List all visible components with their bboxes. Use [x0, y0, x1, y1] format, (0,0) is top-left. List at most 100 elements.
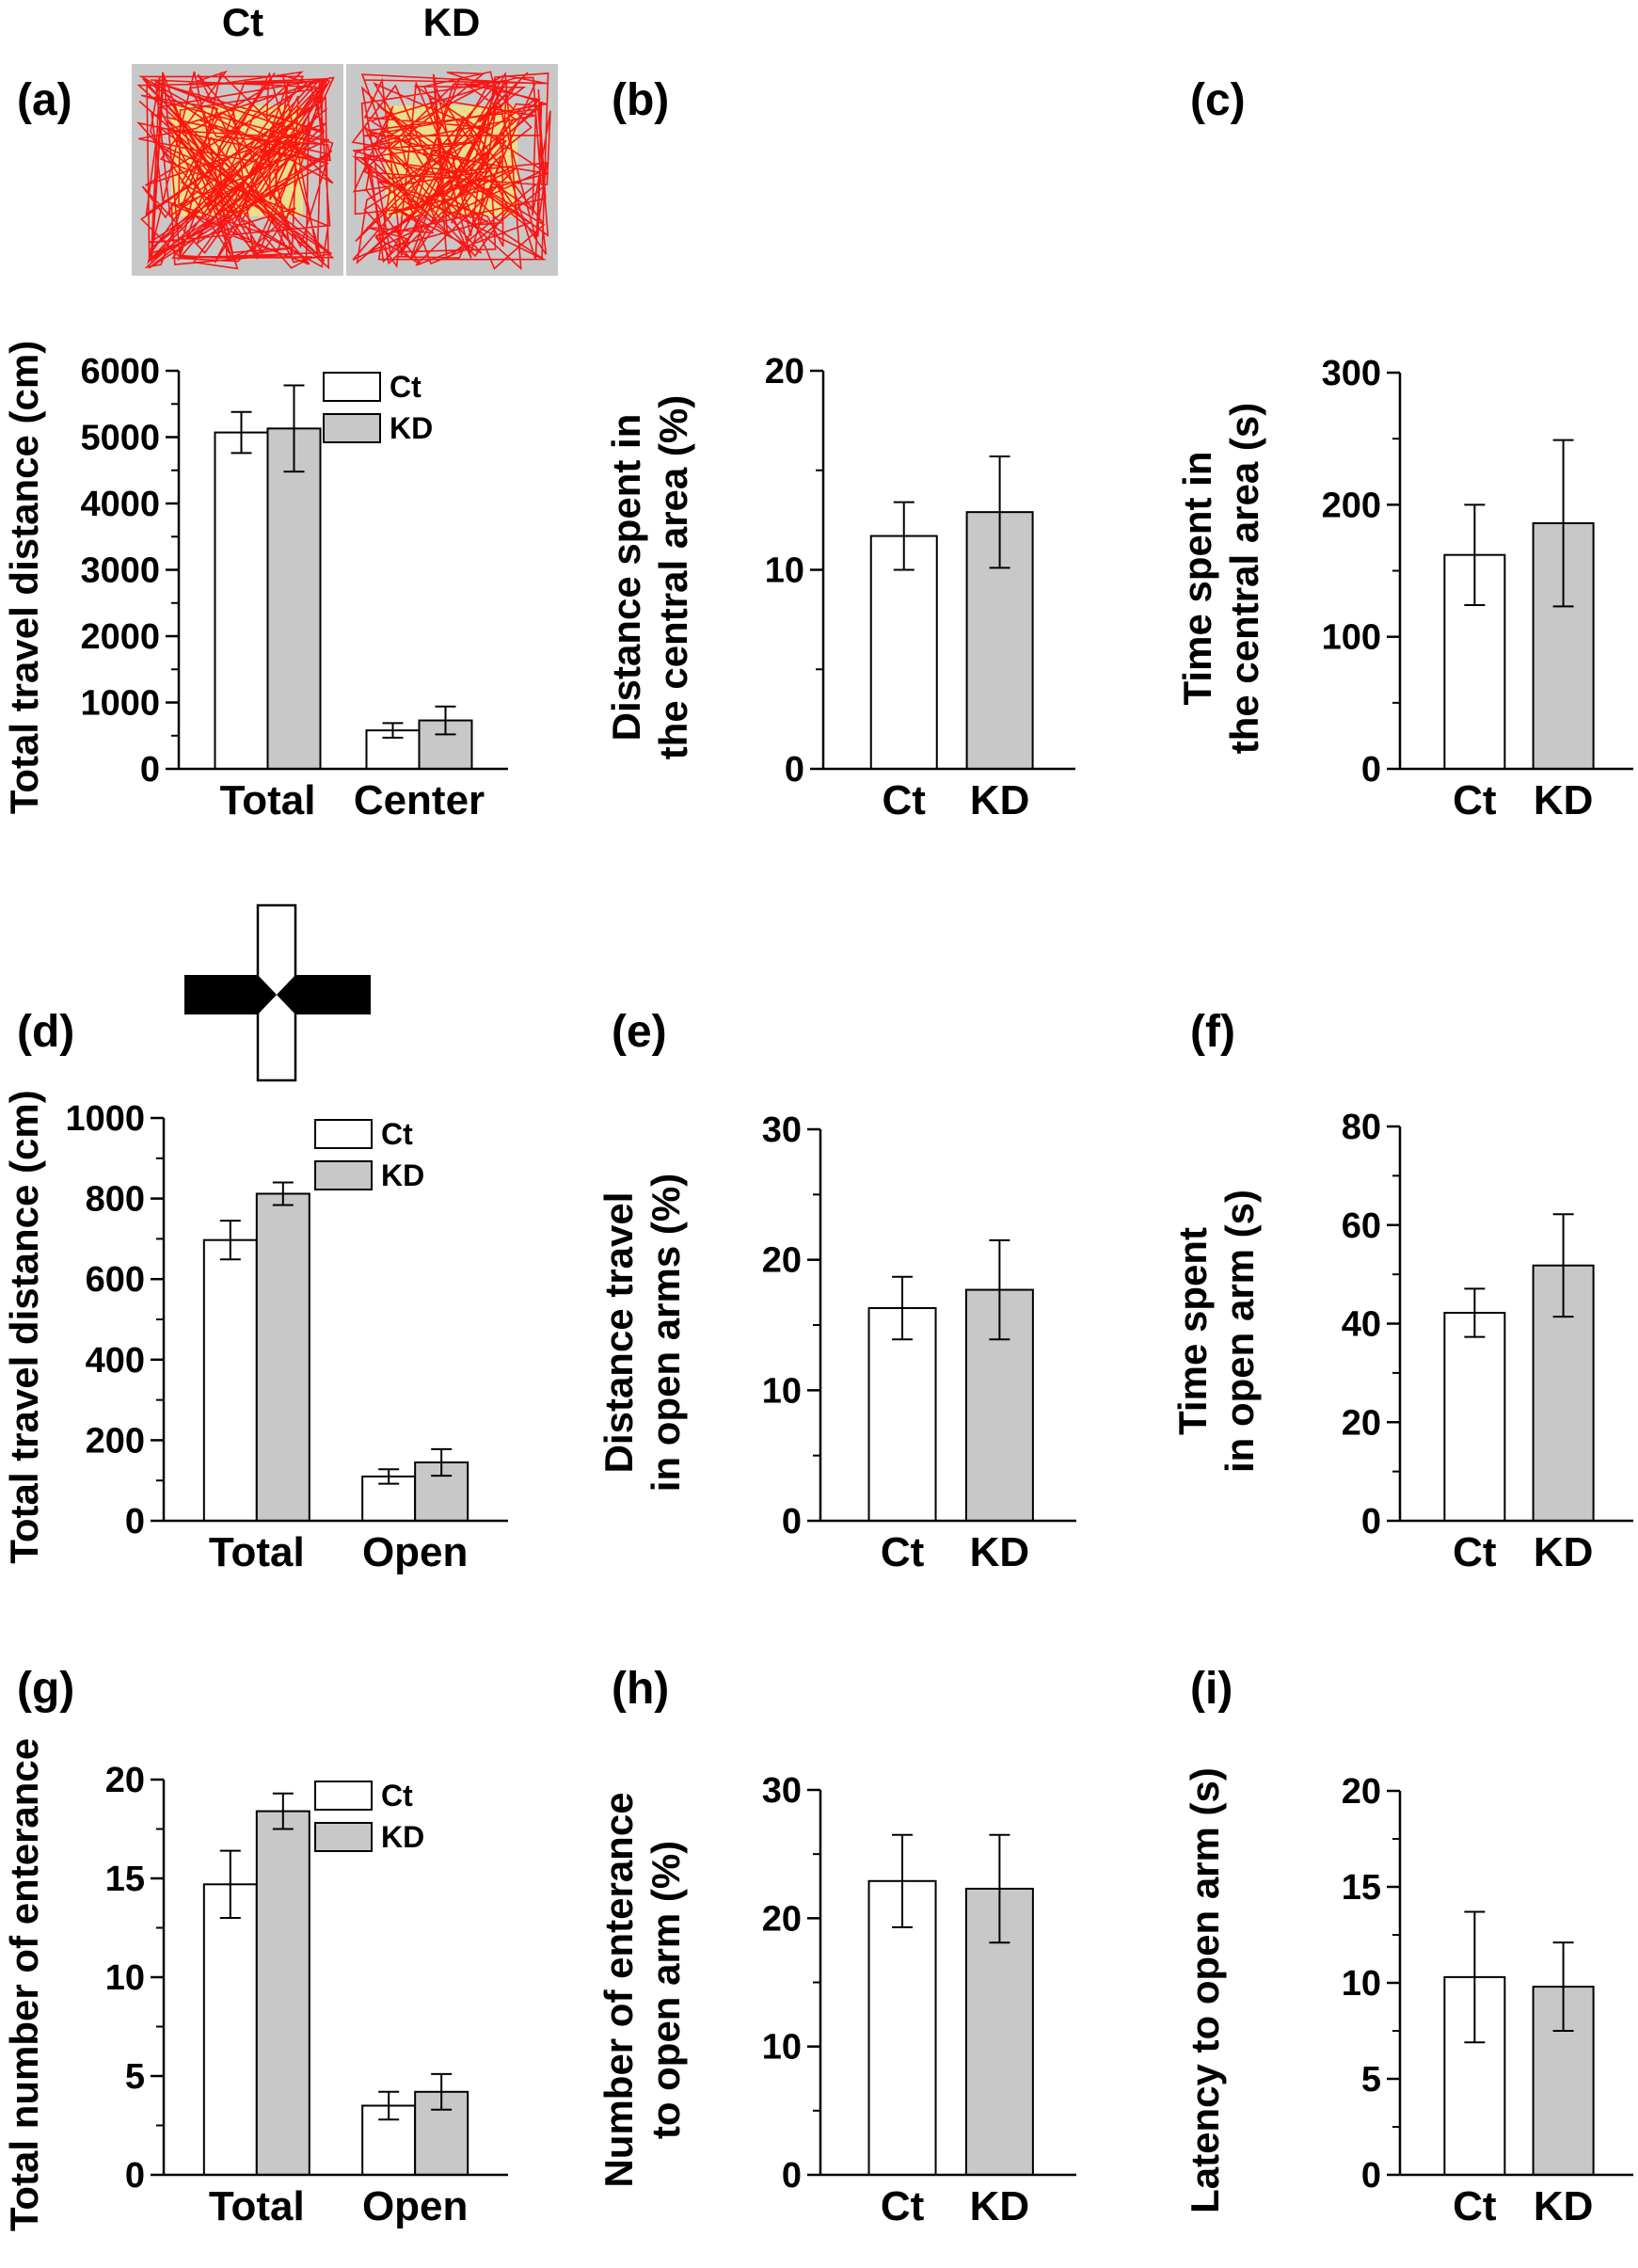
y-axis-title-line: Time spent — [1170, 1227, 1215, 1435]
y-tick-label: 20 — [105, 1761, 145, 1800]
chart-panel-5: (e) Ct KD 0 10 20 30 Distance travelin open arm… — [596, 1007, 1076, 1575]
y-axis-title-line: Latency to open arm (s) — [1183, 1767, 1227, 2213]
legend-label: KD — [381, 1158, 424, 1192]
chart-panel-2: (b) Ct KD 0 10 20 Distance spent inthe central… — [604, 75, 1075, 823]
y-tick-label: 0 — [782, 1502, 802, 1541]
legend-swatch-ct — [323, 372, 381, 402]
y-axis-title: Number of enteranceto open arm (%) — [596, 1792, 688, 2187]
y-tick-label: 0 — [1361, 1502, 1381, 1541]
y-tick-label: 5 — [1361, 2060, 1381, 2100]
bar-ct — [867, 1879, 937, 2176]
legend-swatch-kd — [323, 413, 381, 443]
legend-label: Ct — [390, 370, 421, 404]
bar-kd-total — [255, 1810, 310, 2176]
y-tick-label: 2000 — [80, 617, 160, 657]
y-axis-title: Total travel distance (cm) — [2, 341, 46, 814]
category-label: KD — [1534, 1529, 1594, 1575]
legend-label: Ct — [381, 1779, 413, 1813]
bar-kd-total — [255, 1192, 310, 1522]
chart-panel-8: (h) Ct KD 0 10 20 30 Number of enteranceto open… — [596, 1664, 1076, 2229]
movement-trace — [351, 71, 551, 271]
panel-label: (h) — [612, 1664, 669, 1714]
legend-swatch-ct — [314, 1781, 374, 1811]
panel-label: (f) — [1190, 1007, 1235, 1057]
y-tick-label: 20 — [1342, 1403, 1381, 1443]
panel-label: (d) — [17, 1007, 74, 1057]
y-tick-label: 10 — [1342, 1964, 1381, 2004]
bar-ct-total — [202, 1883, 258, 2177]
y-axis-title: Distance travelin open arms (%) — [596, 1174, 688, 1492]
chart-panel-7: (g) Total Open 0 5 10 15 20 Total number of ente… — [2, 1664, 508, 2231]
category-label: KD — [970, 2183, 1030, 2229]
category-label: Ct — [881, 2183, 925, 2229]
y-tick-label: 20 — [762, 1241, 802, 1281]
y-axis-title-line: Total travel distance (cm) — [2, 1090, 46, 1563]
panel-label: (a) — [17, 75, 72, 125]
y-tick-label: 5 — [125, 2057, 145, 2097]
y-axis-title: Distance spent inthe central area (%) — [604, 395, 695, 759]
panel-label: (c) — [1190, 75, 1246, 125]
category-label: Total — [220, 777, 316, 823]
plus-maze-schematic — [184, 903, 371, 1082]
y-tick-label: 0 — [125, 1502, 145, 1541]
y-tick-label: 10 — [762, 2028, 802, 2068]
y-tick-label: 300 — [1322, 354, 1381, 393]
y-axis-title-line: Number of enterance — [596, 1792, 641, 2187]
y-axis-title: Time spent inthe central area (s) — [1175, 403, 1266, 755]
category-label: KD — [970, 1529, 1030, 1575]
bar-ct — [1443, 1311, 1506, 1523]
y-tick-label: 800 — [86, 1180, 145, 1220]
y-axis-title: Latency to open arm (s) — [1183, 1767, 1227, 2213]
y-axis-title-line: Distance travel — [596, 1192, 641, 1474]
chart-panel-9: (i) Ct KD 0 5 10 15 20 Latency to open arm (s) — [1183, 1664, 1633, 2229]
y-tick-label: 1000 — [80, 684, 160, 724]
bar-charts: (a)Total Center0100020003000400050006000T… — [2, 75, 1633, 2231]
category-label: Ct — [1453, 1529, 1497, 1575]
bar-ct — [869, 535, 938, 770]
y-tick-label: 200 — [1322, 486, 1381, 525]
y-tick-label: 20 — [762, 1899, 802, 1939]
y-axis-title-line: Distance spent in — [604, 414, 648, 742]
arena-label: Ct — [222, 0, 263, 44]
legend-swatch-kd — [314, 1822, 374, 1852]
bar-ct-total — [214, 431, 269, 770]
chart-panel-1: (a) Total Center 0 1000 2000 3000 4000 5000 6000 T… — [2, 75, 508, 823]
y-tick-label: 20 — [1342, 1772, 1381, 1812]
maze-center — [258, 975, 295, 1014]
y-tick-label: 40 — [1342, 1305, 1381, 1345]
y-tick-label: 0 — [1361, 750, 1381, 790]
y-tick-label: 30 — [762, 1110, 802, 1150]
category-label: Ct — [883, 777, 927, 823]
y-tick-label: 60 — [1342, 1206, 1381, 1246]
y-tick-label: 1000 — [65, 1099, 145, 1139]
y-tick-label: 15 — [1342, 1868, 1381, 1908]
y-axis-title: Total travel distance (cm) — [2, 1090, 46, 1563]
y-tick-label: 0 — [785, 750, 804, 790]
legend-swatch-ct — [314, 1119, 374, 1149]
y-tick-label: 600 — [86, 1260, 145, 1300]
category-label: Open — [362, 2183, 468, 2229]
y-tick-label: 0 — [140, 750, 160, 790]
y-tick-label: 10 — [105, 1958, 145, 1998]
chart-panel-6: (f) Ct KD 0 20 40 60 80 Time spentin open arm (s… — [1170, 1007, 1633, 1575]
legend-label: KD — [381, 1820, 424, 1854]
y-tick-label: 0 — [125, 2156, 145, 2196]
y-axis-title-line: in open arm (s) — [1217, 1190, 1262, 1473]
y-tick-label: 30 — [762, 1771, 802, 1811]
category-label: KD — [1534, 2183, 1594, 2229]
movement-trace — [136, 70, 335, 270]
chart-panel-4: (d) Total Open 0 200 400 600 800 1000 Total trave… — [2, 1007, 508, 1575]
category-label: Open — [362, 1529, 468, 1575]
y-axis-title-line: the central area (s) — [1222, 403, 1266, 755]
category-label: Ct — [1453, 2183, 1497, 2229]
category-label: KD — [970, 777, 1030, 823]
chart-panel-3: (c) Ct KD 0 100 200 300 Time spent inthe centra… — [1175, 75, 1633, 823]
category-label: Total — [209, 1529, 305, 1575]
bar-ct-total — [202, 1238, 258, 1522]
open-field-trace-inset: Ct KD — [132, 0, 558, 276]
panel-label: (e) — [612, 1007, 667, 1057]
category-label: Center — [354, 777, 485, 823]
y-tick-label: 4000 — [80, 485, 160, 524]
bar-kd-total — [266, 427, 322, 770]
y-tick-label: 10 — [765, 551, 804, 591]
